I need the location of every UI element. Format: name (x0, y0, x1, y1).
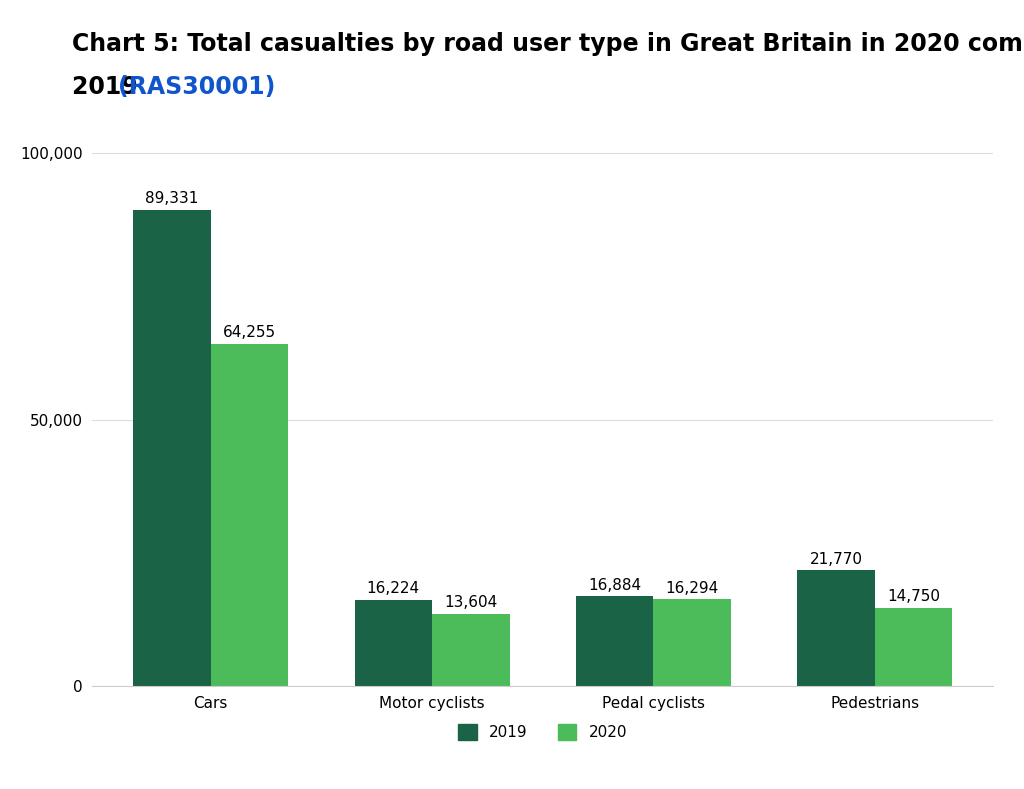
Text: 14,750: 14,750 (887, 589, 940, 604)
Bar (432, 614, 510, 686)
Bar (575, 596, 653, 686)
Bar (798, 570, 874, 686)
Bar (133, 210, 211, 686)
Bar (354, 600, 432, 686)
Text: (RAS30001): (RAS30001) (118, 75, 275, 99)
Text: 16,884: 16,884 (588, 578, 641, 593)
Text: Chart 5: Total casualties by road user type in Great Britain in 2020 compared wi: Chart 5: Total casualties by road user t… (72, 32, 1024, 55)
Text: 13,604: 13,604 (444, 595, 498, 610)
Bar (653, 600, 731, 686)
Legend: 2019, 2020: 2019, 2020 (453, 718, 633, 746)
Text: 64,255: 64,255 (223, 325, 275, 340)
Text: 2019: 2019 (72, 75, 145, 99)
Bar (874, 608, 952, 686)
Text: 89,331: 89,331 (145, 191, 199, 206)
Text: 16,294: 16,294 (666, 581, 719, 596)
Bar (211, 344, 288, 686)
Text: 21,770: 21,770 (810, 552, 862, 567)
Text: 16,224: 16,224 (367, 581, 420, 596)
